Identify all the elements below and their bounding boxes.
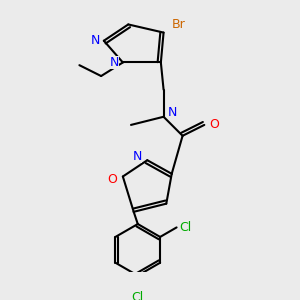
Text: Br: Br	[172, 18, 185, 31]
Text: N: N	[133, 150, 142, 163]
Text: Cl: Cl	[132, 291, 144, 300]
Text: N: N	[110, 56, 119, 69]
Text: N: N	[168, 106, 177, 119]
Text: N: N	[90, 34, 100, 47]
Text: O: O	[210, 118, 220, 131]
Text: O: O	[107, 173, 117, 186]
Text: Cl: Cl	[179, 221, 191, 234]
